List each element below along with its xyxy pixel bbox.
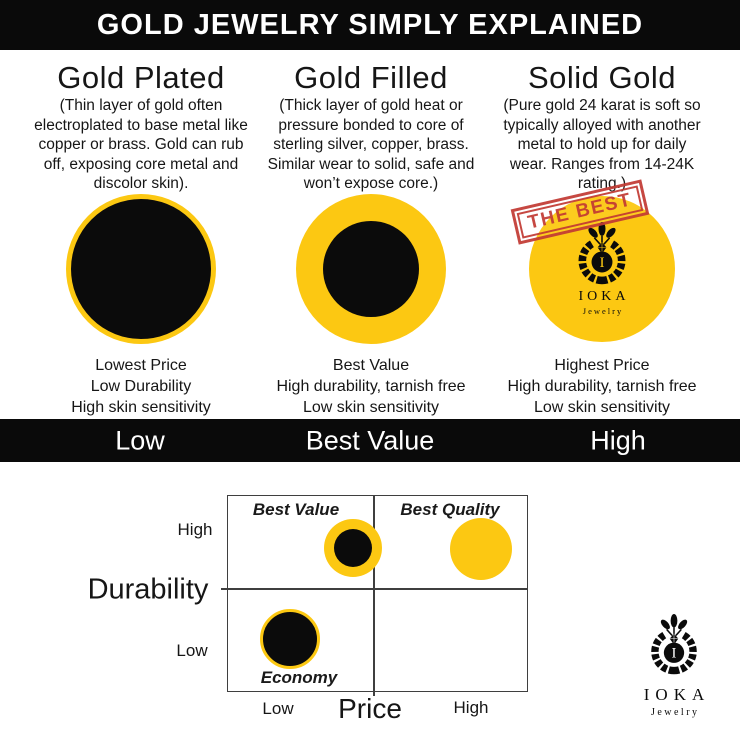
brand-subtitle: Jewelry — [650, 707, 700, 718]
page-title: GOLD JEWELRY SIMPLY EXPLAINED — [96, 8, 644, 41]
brand-name: IOKA — [578, 289, 630, 304]
quadrant-label-best-value: Best Value — [252, 500, 340, 519]
y-axis-title: Durability — [87, 573, 209, 606]
footer-brand-logo: I IOKA Jewelry — [610, 614, 738, 718]
column-heading: Solid Gold — [527, 60, 677, 95]
point-gold-plated-icon — [260, 609, 320, 669]
column-description: (Thick layer of gold heat or pressure bo… — [267, 97, 475, 193]
trait-list: Best Value High durability, tarnish free… — [252, 355, 490, 418]
gold-filled-circle-icon — [296, 194, 446, 344]
trait-list: Lowest Price Low Durability High skin se… — [22, 355, 260, 418]
column-heading: Gold Plated — [57, 60, 225, 95]
trait-item: High skin sensitivity — [71, 399, 211, 416]
ioka-crest-icon: I — [578, 222, 626, 285]
band-label-best-value: Best Value — [305, 425, 435, 455]
point-gold-filled-icon — [324, 519, 382, 577]
quadrant-label-economy: Economy — [260, 668, 338, 687]
gold-filled-circle — [296, 194, 446, 344]
chart-vertical-divider — [373, 496, 375, 696]
price-durability-quadrant-chart: Best Value Best Quality Economy — [221, 495, 528, 696]
x-axis-title: Price — [338, 693, 402, 724]
gold-plated-circle — [66, 194, 216, 344]
brand-name: IOKA — [643, 685, 711, 704]
column-description: (Pure gold 24 karat is soft so typically… — [503, 97, 701, 193]
trait-item: High durability, tarnish free — [507, 378, 697, 395]
brand-initial: I — [672, 646, 677, 662]
column-gold-filled: Gold Filled (Thick layer of gold heat or… — [252, 60, 490, 418]
solid-gold-circle: THE BEST I IOKA — [510, 179, 677, 344]
solid-gold-circle-icon: I IOKA Jewelry — [529, 196, 675, 342]
trait-list: Highest Price High durability, tarnish f… — [483, 355, 721, 418]
brand-initial: I — [599, 254, 604, 271]
brand-subtitle: Jewelry — [582, 306, 624, 316]
chart-horizontal-divider — [221, 588, 528, 590]
trait-item: Low skin sensitivity — [533, 399, 671, 416]
column-solid-gold: Solid Gold (Pure gold 24 karat is soft s… — [483, 60, 721, 418]
gold-plated-circle-icon — [66, 194, 216, 344]
y-tick-low: Low — [176, 641, 208, 660]
ioka-crest-icon: I — [651, 614, 697, 675]
title-banner: GOLD JEWELRY SIMPLY EXPLAINED — [0, 0, 740, 50]
band-label-high: High — [590, 425, 646, 455]
column-heading: Gold Filled — [294, 60, 448, 95]
trait-item: Lowest Price — [95, 357, 187, 374]
trait-item: Low skin sensitivity — [302, 399, 440, 416]
column-description: (Thin layer of gold often electroplated … — [34, 97, 248, 193]
trait-item: High durability, tarnish free — [276, 378, 466, 395]
trait-item: Highest Price — [554, 357, 650, 374]
column-gold-plated: Gold Plated (Thin layer of gold often el… — [22, 60, 260, 418]
trait-item: Low Durability — [90, 378, 192, 395]
gold-filled-core-icon — [323, 221, 419, 317]
trait-item: Best Value — [332, 357, 410, 374]
quadrant-label-best-quality: Best Quality — [400, 500, 500, 519]
point-gold-filled-core-icon — [334, 529, 372, 567]
x-tick-high: High — [453, 698, 489, 717]
x-tick-low: Low — [262, 699, 294, 718]
y-tick-high: High — [177, 520, 213, 539]
comparison-band: Low Best Value High — [0, 419, 740, 462]
band-label-low: Low — [115, 425, 165, 455]
point-solid-gold-icon — [450, 518, 512, 580]
